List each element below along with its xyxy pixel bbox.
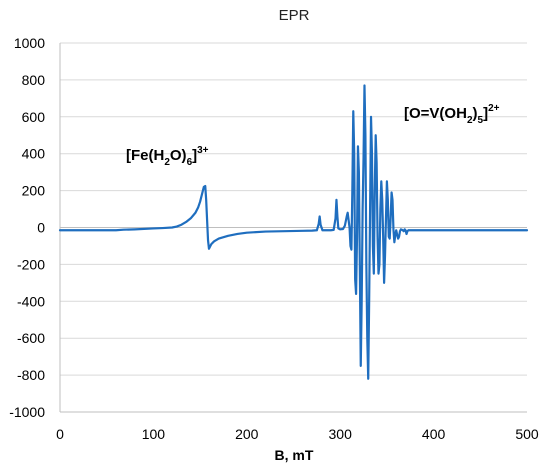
series-line-0: [58, 84, 529, 380]
x-tick-label-200: 200: [235, 426, 259, 442]
series-layer: [58, 84, 529, 380]
annotation-fe-base: [Fe(H: [126, 147, 164, 164]
y-tick-label-0: 0: [37, 220, 45, 236]
x-axis-label: B, mT: [275, 447, 314, 463]
x-tick-label-300: 300: [329, 426, 353, 442]
y-tick-label-800: 800: [22, 72, 46, 88]
y-tick-label-200: 200: [22, 183, 46, 199]
annotation-fe-sup: 3+: [197, 145, 209, 156]
annotation-v-sub2: 5: [478, 115, 484, 126]
axis-layer: [59, 43, 527, 413]
annotation-v-close: ]: [483, 105, 488, 122]
y-tick-label--600: -600: [17, 330, 45, 346]
chart-title: EPR: [279, 7, 310, 24]
annotation-v-base: [O=V(OH: [404, 105, 467, 122]
y-tick-label-600: 600: [22, 109, 46, 125]
y-tick-label-400: 400: [22, 146, 46, 162]
annotation-fe-complex: [Fe(H2O)6]3+: [126, 145, 209, 168]
tick-labels: 1000 800 600 400 200 0 -200 -400 -600 -800 -1000 0 1…: [9, 35, 539, 442]
x-tick-label-100: 100: [142, 426, 166, 442]
y-tick-label--400: -400: [17, 293, 45, 309]
annotation-fe-sub2: 6: [187, 157, 193, 168]
x-tick-label-400: 400: [422, 426, 446, 442]
y-tick-label--200: -200: [17, 256, 45, 272]
x-tick-label-500: 500: [515, 426, 539, 442]
annotation-v-complex: [O=V(OH2)5]2+: [404, 103, 500, 126]
annotation-v-mid: ): [473, 105, 478, 122]
annotation-v-sup: 2+: [488, 103, 500, 114]
y-tick-label-1000: 1000: [14, 35, 45, 51]
y-tick-label--800: -800: [17, 367, 45, 383]
y-tick-label--1000: -1000: [9, 404, 45, 420]
annotation-fe-close: ]: [192, 147, 197, 164]
annotation-fe-mid: O): [170, 147, 187, 164]
x-tick-label-0: 0: [56, 426, 64, 442]
annotation-fe-sub1: 2: [164, 157, 170, 168]
annotation-v-sub1: 2: [467, 115, 473, 126]
